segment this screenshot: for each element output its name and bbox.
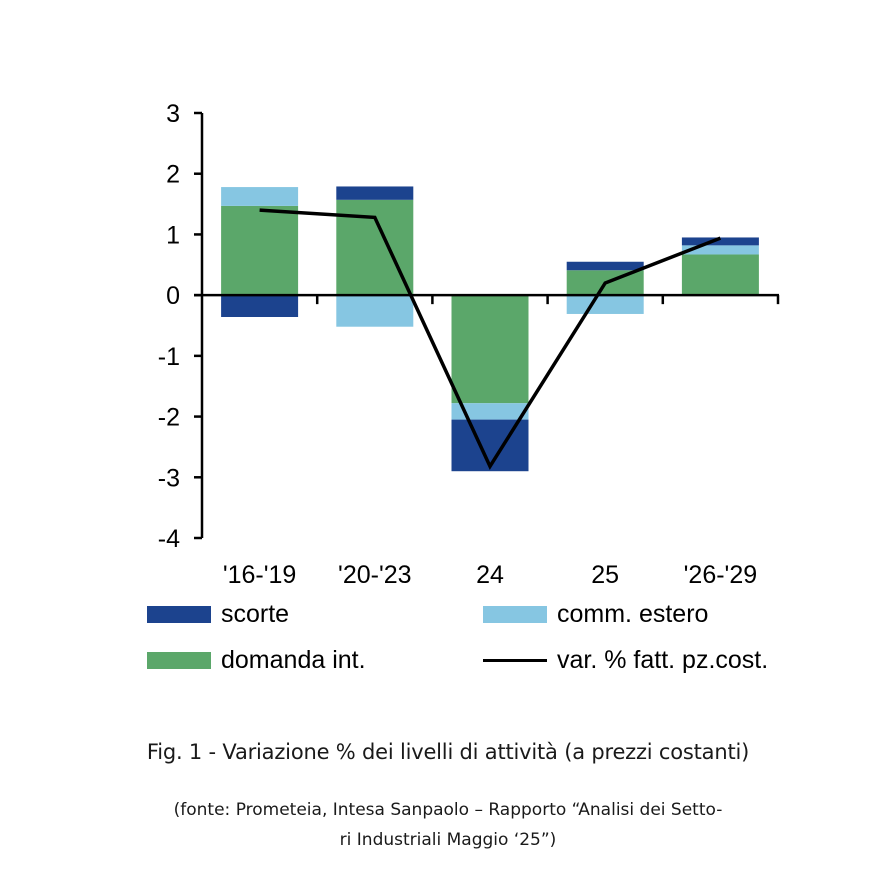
bar-segment-comm-estero xyxy=(566,295,644,314)
bar-segment-scorte xyxy=(336,186,414,200)
caption-source-line-2: ri Industriali Maggio ‘25”) xyxy=(339,830,557,850)
bar-segment-comm-estero xyxy=(451,403,529,420)
legend-swatch-domanda-int xyxy=(147,652,211,669)
legend-item-domanda-int: domanda int. xyxy=(147,646,366,675)
bar-segment-scorte xyxy=(221,295,299,317)
legend-item-var-fatt: var. % fatt. pz.cost. xyxy=(483,646,768,675)
legend-swatch-scorte xyxy=(147,606,211,623)
bar-segment-scorte xyxy=(566,261,644,271)
y-tick-label: 2 xyxy=(166,161,180,189)
y-tick-label: -1 xyxy=(158,343,180,371)
labels-layer: 3 2 1 0 -1 -2 -3 -4 '16-'19 '20-'23 24 25 '26-'29 xyxy=(158,100,757,589)
legend-label: scorte xyxy=(221,600,290,628)
bar-segment-comm-estero xyxy=(681,245,759,255)
figure-caption-source: (fonte: Prometeia, Intesa Sanpaolo – Rap… xyxy=(0,795,896,855)
bar-segment-comm-estero xyxy=(336,295,414,327)
bar-segment-domanda-int- xyxy=(681,254,759,296)
bar-segment-comm-estero xyxy=(221,187,299,206)
x-category-label: 25 xyxy=(591,561,619,589)
axes-layer xyxy=(194,111,780,540)
bars-layer xyxy=(221,186,759,472)
bar-segment-scorte xyxy=(681,237,759,246)
legend: scorte comm. estero domanda int. var. % … xyxy=(147,600,827,690)
legend-swatch-comm-estero xyxy=(483,606,547,623)
bar-segment-domanda-int- xyxy=(451,295,529,404)
legend-line-var-fatt xyxy=(483,659,547,662)
x-category-label: '20-'23 xyxy=(338,561,412,589)
y-tick-label: -3 xyxy=(158,464,180,492)
y-tick-label: 1 xyxy=(166,221,180,249)
caption-source-line-1: (fonte: Prometeia, Intesa Sanpaolo – Rap… xyxy=(173,800,723,820)
x-category-label: '26-'29 xyxy=(684,561,758,589)
legend-item-scorte: scorte xyxy=(147,600,289,629)
y-tick-label: -2 xyxy=(158,404,180,432)
stacked-bar-chart: 3 2 1 0 -1 -2 -3 -4 '16-'19 '20-'23 24 25 '26-'29 xyxy=(158,100,780,589)
legend-label: domanda int. xyxy=(221,646,366,674)
legend-item-comm-estero: comm. estero xyxy=(483,600,708,629)
x-category-label: 24 xyxy=(476,561,504,589)
y-tick-label: 0 xyxy=(166,282,180,310)
y-tick-label: 3 xyxy=(166,100,180,128)
legend-label: comm. estero xyxy=(557,600,709,628)
line-layer xyxy=(259,208,722,471)
y-tick-label: -4 xyxy=(158,525,180,553)
legend-label: var. % fatt. pz.cost. xyxy=(557,646,769,674)
x-category-label: '16-'19 xyxy=(223,561,297,589)
figure-caption-title: Fig. 1 - Variazione % dei livelli di att… xyxy=(146,740,750,764)
bar-segment-domanda-int- xyxy=(221,205,299,296)
